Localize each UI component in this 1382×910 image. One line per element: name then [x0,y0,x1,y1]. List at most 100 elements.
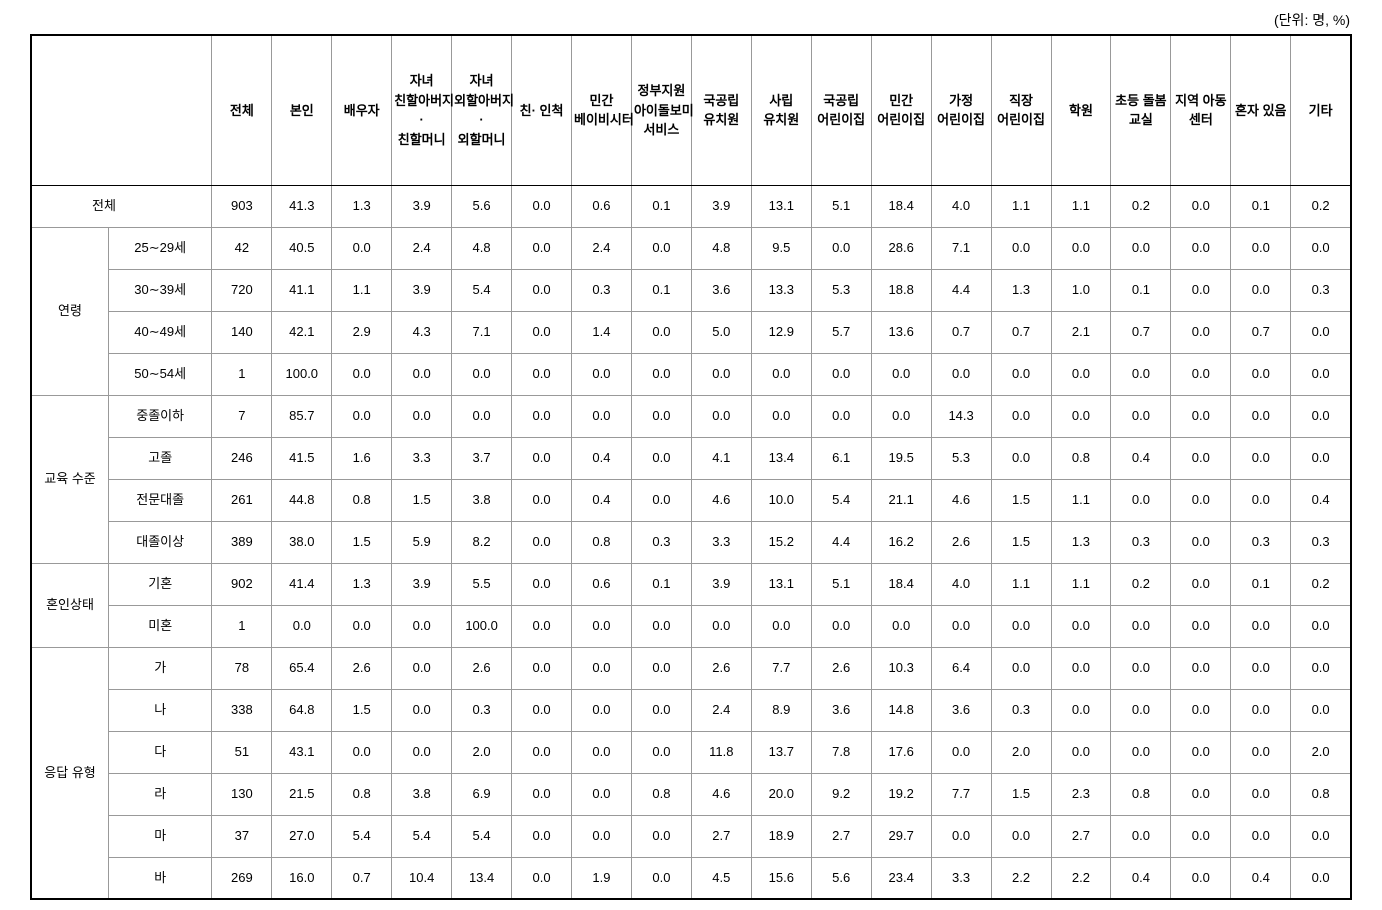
data-cell: 0.0 [811,353,871,395]
data-cell: 0.0 [871,353,931,395]
data-cell: 3.6 [931,689,991,731]
data-cell: 0.0 [1231,815,1291,857]
data-cell: 0.0 [1171,521,1231,563]
data-cell: 20.0 [751,773,811,815]
table-row: 대졸이상38938.01.55.98.20.00.80.33.315.24.41… [31,521,1351,563]
data-cell: 0.3 [1111,521,1171,563]
row-sublabel: 50∼54세 [109,353,212,395]
data-cell: 4.8 [691,227,751,269]
data-cell: 1.5 [332,521,392,563]
data-cell: 0.8 [631,773,691,815]
data-cell: 4.8 [452,227,512,269]
data-cell: 13.4 [452,857,512,899]
data-cell: 18.9 [751,815,811,857]
data-cell: 4.3 [392,311,452,353]
column-header: 자녀 친할아버지· 친할머니 [392,35,452,185]
data-cell: 0.3 [991,689,1051,731]
data-cell: 15.6 [751,857,811,899]
data-cell: 21.5 [272,773,332,815]
table-row: 전문대졸26144.80.81.53.80.00.40.04.610.05.42… [31,479,1351,521]
data-cell: 18.4 [871,563,931,605]
data-cell: 10.4 [392,857,452,899]
data-cell: 1.5 [991,773,1051,815]
data-cell: 5.4 [452,269,512,311]
data-cell: 4.6 [691,773,751,815]
data-cell: 5.9 [392,521,452,563]
column-header: 가정 어린이집 [931,35,991,185]
data-cell: 0.0 [991,353,1051,395]
data-cell: 1.1 [991,185,1051,227]
data-cell: 0.0 [991,437,1051,479]
data-cell: 64.8 [272,689,332,731]
column-header: 자녀 외할아버지· 외할머니 [452,35,512,185]
data-cell: 0.0 [1171,311,1231,353]
table-body: 전체90341.31.33.95.60.00.60.13.913.15.118.… [31,185,1351,899]
data-cell: 0.0 [1171,479,1231,521]
data-cell: 0.0 [631,689,691,731]
group-label: 연령 [31,227,109,395]
data-cell: 0.3 [631,521,691,563]
data-cell: 4.6 [691,479,751,521]
data-cell: 0.0 [1171,395,1231,437]
data-cell: 0.2 [1291,563,1351,605]
data-cell: 130 [212,773,272,815]
table-row: 응답 유형가7865.42.60.02.60.00.00.02.67.72.61… [31,647,1351,689]
data-cell: 0.0 [751,395,811,437]
data-cell: 2.7 [691,815,751,857]
data-cell: 2.0 [452,731,512,773]
data-cell: 0.0 [572,647,632,689]
data-cell: 246 [212,437,272,479]
data-cell: 0.0 [512,731,572,773]
data-cell: 0.0 [631,311,691,353]
row-sublabel: 고졸 [109,437,212,479]
data-cell: 0.0 [1231,395,1291,437]
table-row: 교육 수준중졸이하785.70.00.00.00.00.00.00.00.00.… [31,395,1351,437]
data-cell: 0.0 [871,605,931,647]
row-sublabel: 라 [109,773,212,815]
data-cell: 0.7 [931,311,991,353]
data-cell: 2.6 [691,647,751,689]
data-cell: 0.0 [991,647,1051,689]
data-cell: 19.2 [871,773,931,815]
data-cell: 0.0 [452,353,512,395]
data-cell: 40.5 [272,227,332,269]
data-cell: 100.0 [452,605,512,647]
data-cell: 0.7 [991,311,1051,353]
data-cell: 389 [212,521,272,563]
data-cell: 0.0 [392,689,452,731]
data-cell: 0.0 [572,689,632,731]
data-cell: 2.6 [931,521,991,563]
data-cell: 0.0 [1051,353,1111,395]
data-cell: 0.0 [452,395,512,437]
table-row: 나33864.81.50.00.30.00.00.02.48.93.614.83… [31,689,1351,731]
data-cell: 0.1 [631,563,691,605]
data-cell: 13.1 [751,185,811,227]
data-cell: 0.0 [272,605,332,647]
data-cell: 0.0 [512,857,572,899]
data-cell: 5.0 [691,311,751,353]
data-cell: 1.1 [991,563,1051,605]
data-cell: 3.9 [691,185,751,227]
data-cell: 0.0 [1171,857,1231,899]
data-cell: 13.4 [751,437,811,479]
data-cell: 0.0 [811,227,871,269]
data-cell: 1.4 [572,311,632,353]
group-label: 교육 수준 [31,395,109,563]
data-cell: 13.1 [751,563,811,605]
data-cell: 0.0 [1111,815,1171,857]
data-cell: 8.9 [751,689,811,731]
data-cell: 0.0 [1171,353,1231,395]
data-cell: 0.0 [1171,563,1231,605]
row-sublabel: 전문대졸 [109,479,212,521]
row-sublabel: 미혼 [109,605,212,647]
data-cell: 5.6 [811,857,871,899]
data-cell: 0.0 [572,353,632,395]
data-cell: 0.0 [1291,647,1351,689]
data-cell: 1.1 [332,269,392,311]
data-cell: 6.1 [811,437,871,479]
data-cell: 2.7 [1051,815,1111,857]
data-cell: 0.0 [1231,773,1291,815]
data-cell: 0.0 [512,437,572,479]
data-cell: 3.3 [392,437,452,479]
data-cell: 2.4 [691,689,751,731]
